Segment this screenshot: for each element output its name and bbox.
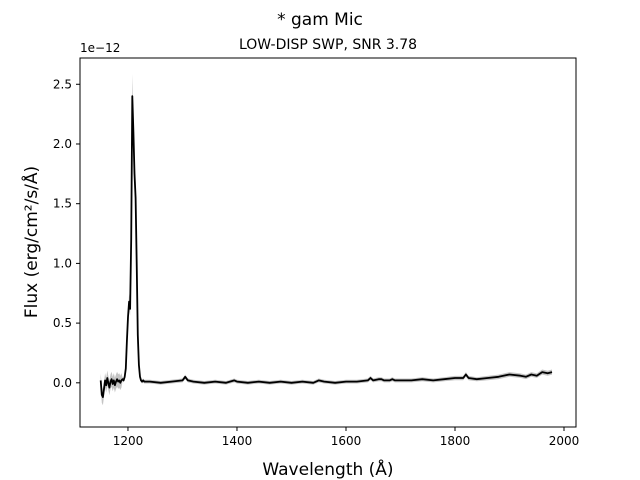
chart-title: * gam Mic [277, 10, 363, 30]
y-tick-label: 0.5 [53, 316, 72, 330]
y-axis-label: Flux (erg/cm²/s/Å) [20, 166, 42, 318]
error-band-layer [100, 74, 552, 406]
series-line [99, 95, 553, 399]
x-tick-label: 1600 [331, 434, 362, 448]
chart-subtitle: LOW-DISP SWP, SNR 3.78 [239, 37, 417, 53]
x-axis-label: Wavelength (Å) [262, 458, 393, 480]
y-axis: 0.0 0.5 1.0 1.5 2.0 2.5 [53, 77, 80, 390]
y-tick-label: 0.0 [53, 376, 72, 390]
y-tick-label: 1.0 [53, 256, 72, 270]
y-tick-label: 2.5 [53, 77, 72, 91]
y-offset-text: 1e−12 [80, 41, 120, 55]
series-error-band [100, 74, 552, 406]
x-tick-label: 1800 [440, 434, 471, 448]
x-axis: 1200 1400 1600 1800 2000 [113, 427, 580, 448]
x-tick-label: 1200 [113, 434, 144, 448]
y-tick-label: 1.5 [53, 197, 72, 211]
series-layer [99, 95, 553, 399]
plot-area-frame [79, 57, 577, 428]
y-tick-label: 2.0 [53, 137, 72, 151]
x-tick-label: 1400 [222, 434, 253, 448]
x-tick-label: 2000 [549, 434, 580, 448]
